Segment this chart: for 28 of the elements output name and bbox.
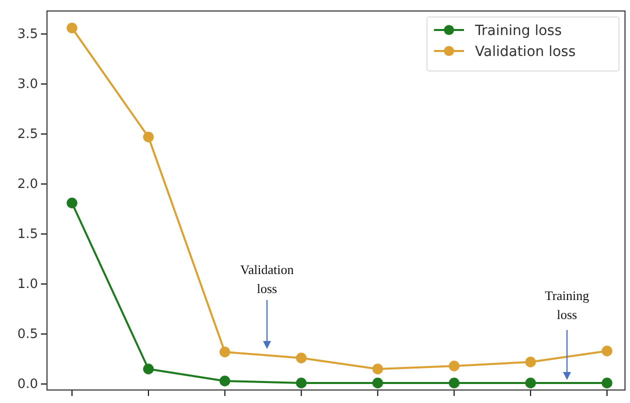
point — [602, 346, 612, 356]
point — [143, 364, 154, 374]
y-tick-label: 3.5 — [17, 27, 38, 42]
point — [66, 22, 78, 34]
y-tick-label: 0.0 — [17, 377, 38, 392]
point — [602, 378, 612, 388]
point — [143, 132, 154, 142]
point — [296, 352, 307, 364]
point — [448, 360, 460, 372]
y-tick-label: 1.0 — [17, 277, 38, 292]
point — [66, 198, 78, 208]
y-tick-label: 1.5 — [17, 227, 38, 242]
point — [372, 378, 384, 388]
y-tick-label: 0.5 — [17, 327, 38, 342]
y-tick-label: 2.0 — [17, 177, 38, 192]
point — [525, 378, 536, 388]
point — [372, 364, 384, 374]
annotation: Validation loss — [240, 262, 294, 296]
point — [296, 378, 307, 388]
y-tick-label: 2.5 — [17, 127, 38, 142]
point — [448, 378, 460, 388]
legend-label: Training loss — [474, 23, 562, 39]
point — [220, 376, 230, 386]
annotation: Training loss — [544, 288, 590, 322]
legend-label: Validation loss — [475, 44, 576, 60]
point — [220, 346, 230, 358]
point — [525, 356, 536, 368]
y-tick-label: 3.0 — [17, 77, 38, 92]
